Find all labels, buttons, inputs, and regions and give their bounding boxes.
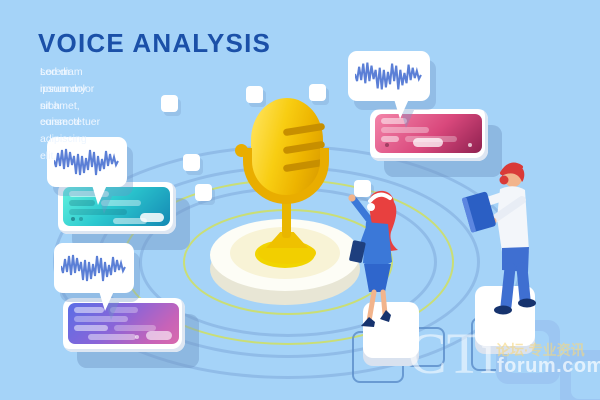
floating-tile: [354, 180, 371, 197]
waveform-icon: [355, 61, 422, 91]
floating-tile: [161, 95, 178, 112]
floating-tile: [195, 184, 212, 201]
speech-bubble-purple: [54, 243, 134, 311]
watermark-brand: CTi: [408, 321, 497, 386]
microphone-pivot-knob: [235, 144, 248, 157]
woman-figure: [348, 190, 398, 327]
subtitle-line-1: Lorem ipsum dolor sit amet, consectetuer…: [40, 66, 101, 162]
floating-tile: [246, 86, 263, 103]
microphone-bracket: [243, 148, 329, 204]
microphone-stem: [282, 196, 291, 238]
man-figure: [462, 162, 536, 315]
speech-bubble-teal: [47, 137, 127, 205]
phone-purple-screen: [68, 303, 179, 344]
page-title: VOICE ANALYSIS: [38, 28, 272, 58]
phone-teal: [58, 182, 176, 234]
diamond-ring: [560, 350, 600, 400]
watermark-domain: forum.com: [497, 355, 600, 377]
phone-teal-screen: [63, 187, 170, 226]
subtitle-line-2: sed diam nonummy nibh euismod: [40, 66, 87, 129]
speech-bubble-pink: [348, 51, 430, 119]
floating-tile: [183, 154, 200, 171]
floating-tile: [309, 84, 326, 101]
bubble-tail: [91, 185, 107, 205]
watermark-tagline: 论坛·专业资讯: [496, 342, 585, 358]
phone-pink: [370, 109, 488, 161]
phone-purple: [63, 298, 185, 352]
bubble-tail: [98, 291, 114, 311]
bubble-tail: [393, 99, 409, 119]
phone-pink-screen: [375, 114, 482, 153]
waveform-icon: [61, 254, 126, 282]
